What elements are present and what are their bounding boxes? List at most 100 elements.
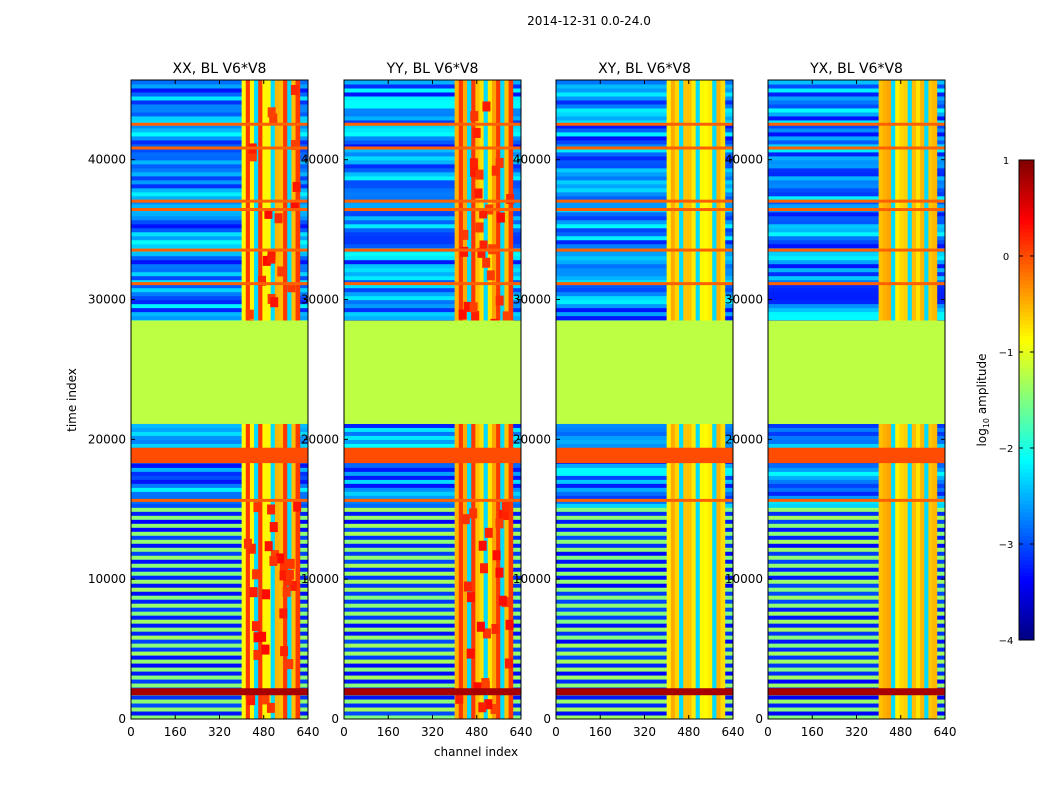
texture-stripe bbox=[344, 639, 521, 644]
texture-stripe bbox=[344, 239, 521, 245]
speckle-block bbox=[484, 699, 493, 710]
speckle-block bbox=[269, 555, 278, 566]
colorbar-segment bbox=[1019, 572, 1034, 577]
x-tick-label: 640 bbox=[297, 725, 320, 739]
texture-stripe bbox=[344, 635, 521, 640]
speckle-block bbox=[505, 619, 514, 630]
texture-stripe bbox=[344, 159, 521, 165]
colorbar-segment bbox=[1019, 548, 1034, 553]
rfi-line bbox=[344, 282, 521, 286]
colorbar-segment bbox=[1019, 540, 1034, 545]
texture-stripe bbox=[344, 651, 521, 656]
texture-stripe bbox=[344, 431, 521, 436]
rfi-line bbox=[556, 199, 733, 203]
rfi-line bbox=[556, 146, 733, 150]
texture-stripe bbox=[556, 431, 733, 436]
texture-stripe bbox=[131, 475, 308, 480]
texture-stripe bbox=[768, 315, 945, 321]
texture-stripe bbox=[768, 283, 945, 289]
texture-stripe bbox=[556, 463, 733, 468]
texture-stripe bbox=[768, 607, 945, 612]
colorbar-segment bbox=[1019, 536, 1034, 541]
texture-stripe bbox=[344, 683, 521, 688]
texture-stripe bbox=[556, 291, 733, 297]
texture-stripe bbox=[768, 655, 945, 660]
texture-stripe bbox=[131, 539, 308, 544]
texture-stripe bbox=[556, 651, 733, 656]
texture-stripe bbox=[768, 223, 945, 229]
rfi-line bbox=[556, 122, 733, 126]
texture-stripe bbox=[768, 163, 945, 169]
speckle-block bbox=[495, 157, 504, 168]
texture-stripe bbox=[131, 619, 308, 624]
texture-stripe bbox=[344, 103, 521, 109]
texture-stripe bbox=[131, 555, 308, 560]
colorbar-segment bbox=[1019, 168, 1034, 173]
speckle-block bbox=[261, 694, 270, 705]
texture-stripe bbox=[131, 119, 308, 125]
texture-stripe bbox=[131, 311, 308, 317]
texture-stripe bbox=[768, 579, 945, 584]
x-tick-label: 640 bbox=[722, 725, 745, 739]
texture-stripe bbox=[344, 663, 521, 668]
texture-stripe bbox=[344, 535, 521, 540]
texture-stripe bbox=[344, 679, 521, 684]
texture-stripe bbox=[768, 219, 945, 225]
speckle-block bbox=[261, 644, 270, 655]
colorbar-segment bbox=[1019, 368, 1034, 373]
panel-title: YY, BL V6*V8 bbox=[386, 61, 479, 77]
texture-stripe bbox=[556, 639, 733, 644]
colorbar-segment bbox=[1019, 240, 1034, 245]
texture-stripe bbox=[556, 607, 733, 612]
texture-stripe bbox=[344, 583, 521, 588]
texture-stripe bbox=[131, 99, 308, 105]
colorbar-label-sub: 10 bbox=[982, 418, 991, 428]
colorbar-segment bbox=[1019, 252, 1034, 257]
texture-stripe bbox=[768, 91, 945, 97]
texture-stripe bbox=[556, 579, 733, 584]
colorbar-segment bbox=[1019, 456, 1034, 461]
texture-stripe bbox=[344, 531, 521, 536]
texture-stripe bbox=[344, 519, 521, 524]
speckle-block bbox=[271, 550, 280, 561]
texture-stripe bbox=[768, 175, 945, 181]
texture-stripe bbox=[556, 559, 733, 564]
texture-stripe bbox=[344, 119, 521, 125]
texture-stripe bbox=[131, 683, 308, 688]
texture-stripe bbox=[131, 91, 308, 97]
texture-stripe bbox=[131, 95, 308, 101]
colorbar-segment bbox=[1019, 528, 1034, 533]
y-tick-label: 30000 bbox=[513, 293, 551, 307]
texture-stripe bbox=[768, 503, 945, 508]
texture-stripe bbox=[344, 463, 521, 468]
texture-stripe bbox=[768, 191, 945, 197]
texture-stripe bbox=[131, 655, 308, 660]
texture-stripe bbox=[556, 167, 733, 173]
texture-stripe bbox=[131, 711, 308, 716]
texture-stripe bbox=[556, 495, 733, 500]
texture-stripe bbox=[768, 479, 945, 484]
y-tick-label: 40000 bbox=[513, 153, 551, 167]
texture-stripe bbox=[131, 227, 308, 233]
texture-stripe bbox=[768, 439, 945, 444]
texture-stripe bbox=[556, 555, 733, 560]
texture-stripe bbox=[344, 607, 521, 612]
speckle-block bbox=[475, 169, 484, 180]
texture-stripe bbox=[131, 503, 308, 508]
colorbar-segment bbox=[1019, 636, 1034, 641]
texture-stripe bbox=[556, 511, 733, 516]
texture-stripe bbox=[556, 519, 733, 524]
texture-stripe bbox=[556, 187, 733, 193]
texture-stripe bbox=[344, 155, 521, 161]
texture-stripe bbox=[768, 95, 945, 101]
speckle-block bbox=[495, 295, 504, 306]
colorbar-segment bbox=[1019, 348, 1034, 353]
texture-stripe bbox=[556, 531, 733, 536]
orange-band bbox=[131, 447, 308, 464]
texture-stripe bbox=[131, 707, 308, 712]
speckle-block bbox=[279, 563, 288, 574]
texture-stripe bbox=[344, 439, 521, 444]
texture-stripe bbox=[131, 531, 308, 536]
x-tick-label: 640 bbox=[934, 725, 957, 739]
texture-stripe bbox=[556, 471, 733, 476]
